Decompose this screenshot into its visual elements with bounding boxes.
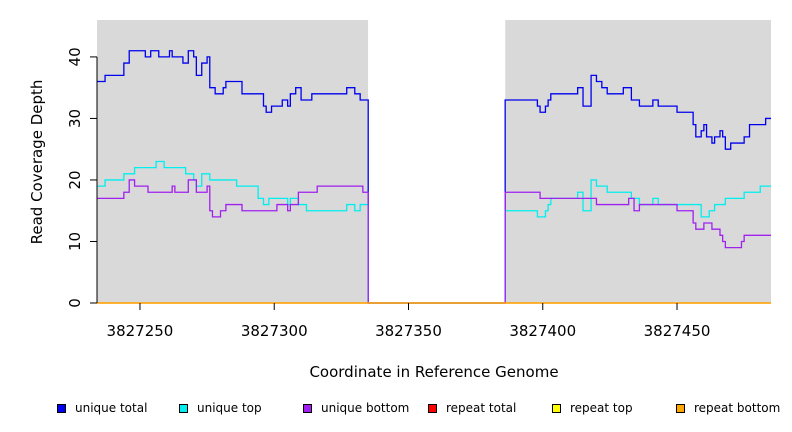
legend-label: unique bottom [321,401,410,415]
x-tick-label: 3827350 [375,322,442,340]
legend-swatch [57,403,66,413]
legend-label: repeat top [570,401,633,415]
series-layer [97,50,771,304]
legend-label: unique top [197,401,262,415]
legend-item-unique-bottom: unique bottom [303,401,409,415]
plot-background-left [97,20,369,303]
y-tick-label: 10 [66,232,84,251]
legend-item-unique-top: unique top [179,401,262,415]
y-tick-label: 30 [66,109,84,128]
legend-label: repeat bottom [694,401,781,415]
y-tick-label: 20 [66,170,84,189]
series-line-unique-bottom [97,179,771,304]
y-axis: 0 10 20 30 40 [66,47,97,308]
legend: unique total unique top unique bottom re… [0,401,792,421]
blank-region [368,20,506,303]
legend-swatch [676,403,685,413]
y-tick-label: 40 [66,47,84,66]
x-tick-label: 3827300 [241,322,308,340]
x-tick-label: 3827450 [644,322,711,340]
legend-label: repeat total [446,401,517,415]
legend-item-repeat-bottom: repeat bottom [676,401,780,415]
y-tick-label: 0 [66,298,84,308]
x-axis: 3827250 3827300 3827350 3827400 3827450 [107,303,711,340]
y-axis-label: Read Coverage Depth [28,80,46,245]
legend-label: unique total [75,401,148,415]
legend-swatch [179,403,188,413]
plot-background-right [505,20,771,303]
legend-item-repeat-top: repeat top [552,401,633,415]
legend-swatch [428,403,437,413]
legend-item-repeat-total: repeat total [428,401,516,415]
legend-swatch [552,403,561,413]
x-tick-label: 3827250 [107,322,174,340]
x-axis-label: Coordinate in Reference Genome [309,363,558,381]
legend-item-unique-total: unique total [57,401,147,415]
x-tick-label: 3827400 [509,322,576,340]
legend-swatch [303,403,312,413]
